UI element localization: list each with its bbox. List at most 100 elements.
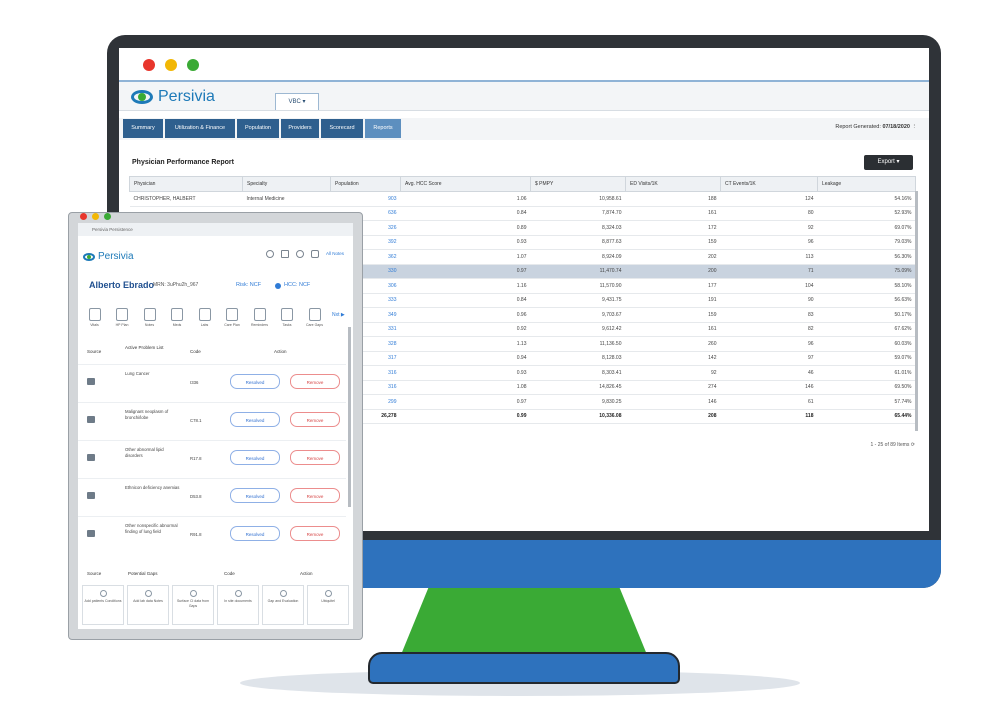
quick-action-tasks[interactable]: Tasks [274,308,301,327]
notes-icon [143,308,156,321]
column-header[interactable]: $ PMPY [530,176,626,192]
resolved-button[interactable]: Resolved [230,526,280,541]
gap-card[interactable]: Add lab data Notes [127,585,169,625]
quick-action-label: Labs [200,323,209,327]
problem-row: Malignant neoplasm of bronchi/lobe C78.1 R… [78,402,346,440]
table-cell: 8,324.03 [530,220,626,236]
resolved-button[interactable]: Resolved [230,412,280,427]
table-cell: 97 [720,351,818,366]
table-cell: 0.93 [400,365,531,381]
care-gaps-icon [308,308,321,321]
table-cell: 161 [625,206,721,221]
nav-providers[interactable]: Providers [281,119,319,138]
resolved-button[interactable]: Resolved [230,450,280,465]
nav-utilization-finance[interactable]: Utilization & Finance [165,119,235,138]
column-header[interactable]: CT Events/1K [720,176,818,192]
calendar-icon[interactable] [311,250,319,258]
gap-card[interactable]: Gap and Evaluation [262,585,304,625]
remove-button[interactable]: Remove [290,412,340,427]
problems-header-action: Action [274,349,287,354]
patient-summary-window: Persivia Persistence Persivia All Notes … [78,223,353,629]
quick-action-notes[interactable]: Notes [136,308,163,327]
minimize-window-button[interactable] [165,59,177,71]
gap-card-label: Gap and Evaluation [267,599,299,603]
resolved-button[interactable]: Resolved [230,374,280,389]
document-icon[interactable] [281,250,289,258]
quick-action-label: HP Plan [115,323,129,327]
table-cell: 161 [625,322,721,337]
column-header[interactable]: Population [330,176,401,192]
table-cell: 1.06 [400,191,531,207]
table-cell: 50.17% [817,307,916,323]
tablet-maximize-button[interactable] [104,213,111,220]
totals-cell: 208 [625,408,721,424]
table-cell: 0.84 [400,206,531,221]
quick-action-label: Vitals [90,323,99,327]
nav-scorecard[interactable]: Scorecard [321,119,363,138]
table-cell: 96 [720,336,818,352]
source-ehr-icon [87,378,95,385]
gap-card[interactable]: In site documents [217,585,259,625]
tablet-scrollbar[interactable] [348,327,351,507]
problem-row: Other nonspecific abnormal finding of lu… [78,516,346,554]
resolved-button[interactable]: Resolved [230,488,280,503]
table-cell: 200 [625,264,721,279]
problems-header-source: Source [87,349,102,354]
gap-card-label: Add lab data Notes [133,599,163,603]
quick-action-labs[interactable]: Labs [191,308,218,327]
table-row[interactable]: 306 1.16 11,570.90 177 104 58.10% [129,278,916,294]
close-window-button[interactable] [143,59,155,71]
gap-card[interactable]: Ubiquitel [307,585,349,625]
problem-code: R17.8 [190,456,202,461]
tablet-window-controls [80,213,111,220]
settings-icon[interactable] [296,250,304,258]
risk-raf: Risk: NCF [236,282,262,288]
tab-vbc[interactable]: VBC ▾ [275,93,319,110]
quick-action-care-gaps[interactable]: Care Gaps [301,308,328,327]
problem-row: Lung Cancer I336 Resolved Remove [78,364,346,402]
column-header[interactable]: Physician [129,176,243,192]
table-cell: 8,924.09 [530,249,626,265]
nav-population[interactable]: Population [237,119,279,138]
totals-cell: 10,336.08 [530,408,626,424]
table-cell: 0.94 [400,351,531,366]
table-cell: 1.13 [400,336,531,352]
quick-action-care-plan[interactable]: Care Plan [219,308,246,327]
maximize-window-button[interactable] [187,59,199,71]
search-icon[interactable] [266,250,274,258]
gap-card[interactable]: Surface Cl data from Gaps [172,585,214,625]
table-cell: 146 [625,394,721,410]
all-notes-link[interactable]: All Notes [326,251,345,256]
table-cell: 90 [720,293,818,308]
gap-card[interactable]: Add patients Conditions [82,585,124,625]
table-scrollbar[interactable] [915,191,918,431]
quick-action-label: Notes [144,323,155,327]
column-header[interactable]: Avg. HCC Score [400,176,531,192]
table-row[interactable]: CHRISTOPHER, HALBERT Internal Medicine 903… [129,191,916,207]
remove-button[interactable]: Remove [290,450,340,465]
table-cell[interactable]: 903 [330,191,401,207]
export-button[interactable]: Export ▾ [864,155,913,170]
pagination-text: 1 - 25 of 89 Items [870,442,910,448]
pagination-info: 1 - 25 of 89 Items ⟳ [870,442,915,448]
table-cell: 83 [720,307,818,323]
next-icons-arrow[interactable]: Nxt ▶ [332,312,345,318]
tablet-close-button[interactable] [80,213,87,220]
nav-reports[interactable]: Reports [365,119,401,138]
column-header[interactable]: Leakage [817,176,916,192]
quick-action-hp-plan[interactable]: HP Plan [109,308,136,327]
quick-action-vitals[interactable]: Vitals [81,308,108,327]
table-cell: 67.62% [817,322,916,337]
report-generated-label: Report Generated: [835,124,881,130]
tablet-minimize-button[interactable] [92,213,99,220]
remove-button[interactable]: Remove [290,488,340,503]
problem-code: C78.1 [190,418,202,423]
nav-summary[interactable]: Summary [123,119,163,138]
tablet-logo-icon [83,252,95,261]
quick-action-reminders[interactable]: Reminders [246,308,273,327]
column-header[interactable]: Specialty [242,176,331,192]
quick-action-meds[interactable]: Meds [164,308,191,327]
remove-button[interactable]: Remove [290,374,340,389]
remove-button[interactable]: Remove [290,526,340,541]
column-header[interactable]: ED Visits/1K [625,176,721,192]
